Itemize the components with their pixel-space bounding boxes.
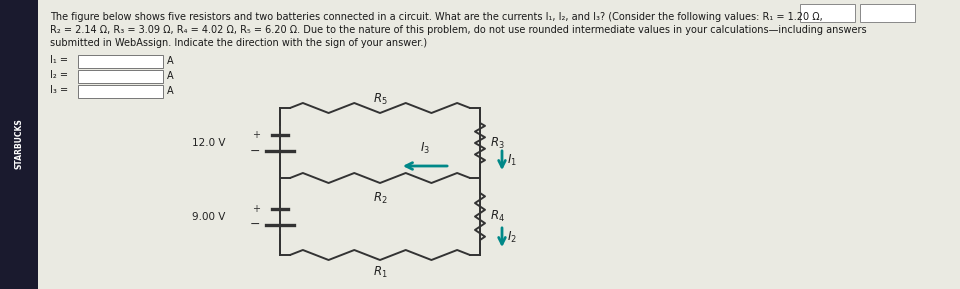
Text: R₂ = 2.14 Ω, R₃ = 3.09 Ω, R₄ = 4.02 Ω, R₅ = 6.20 Ω. Due to the nature of this pr: R₂ = 2.14 Ω, R₃ = 3.09 Ω, R₄ = 4.02 Ω, R…	[50, 25, 867, 35]
Text: The figure below shows five resistors and two batteries connected in a circuit. : The figure below shows five resistors an…	[50, 12, 823, 22]
Text: $I_2$: $I_2$	[507, 230, 516, 245]
Text: I₂ =: I₂ =	[50, 70, 68, 80]
Text: STARBUCKS: STARBUCKS	[14, 118, 23, 169]
Text: $I_3$: $I_3$	[420, 141, 430, 156]
FancyBboxPatch shape	[78, 85, 163, 98]
Text: I₁ =: I₁ =	[50, 55, 68, 65]
Text: +: +	[252, 203, 260, 214]
FancyBboxPatch shape	[38, 0, 960, 289]
Text: $R_5$: $R_5$	[372, 92, 387, 107]
FancyBboxPatch shape	[78, 70, 163, 83]
Text: $I_1$: $I_1$	[507, 153, 516, 168]
Text: $R_1$: $R_1$	[372, 265, 387, 280]
Text: 9.00 V: 9.00 V	[192, 212, 225, 221]
Text: $R_4$: $R_4$	[490, 209, 505, 224]
Text: A: A	[167, 86, 174, 96]
Text: $R_2$: $R_2$	[372, 191, 387, 206]
Text: −: −	[250, 144, 260, 158]
FancyBboxPatch shape	[78, 55, 163, 68]
Text: $R_3$: $R_3$	[490, 136, 505, 151]
Text: +: +	[252, 130, 260, 140]
FancyBboxPatch shape	[860, 4, 915, 22]
Text: submitted in WebAssign. Indicate the direction with the sign of your answer.): submitted in WebAssign. Indicate the dir…	[50, 38, 427, 48]
Text: 12.0 V: 12.0 V	[191, 138, 225, 148]
Text: −: −	[250, 218, 260, 231]
FancyBboxPatch shape	[800, 4, 855, 22]
Text: I₃ =: I₃ =	[50, 85, 68, 95]
FancyBboxPatch shape	[0, 0, 38, 289]
Text: A: A	[167, 56, 174, 66]
Text: A: A	[167, 71, 174, 81]
